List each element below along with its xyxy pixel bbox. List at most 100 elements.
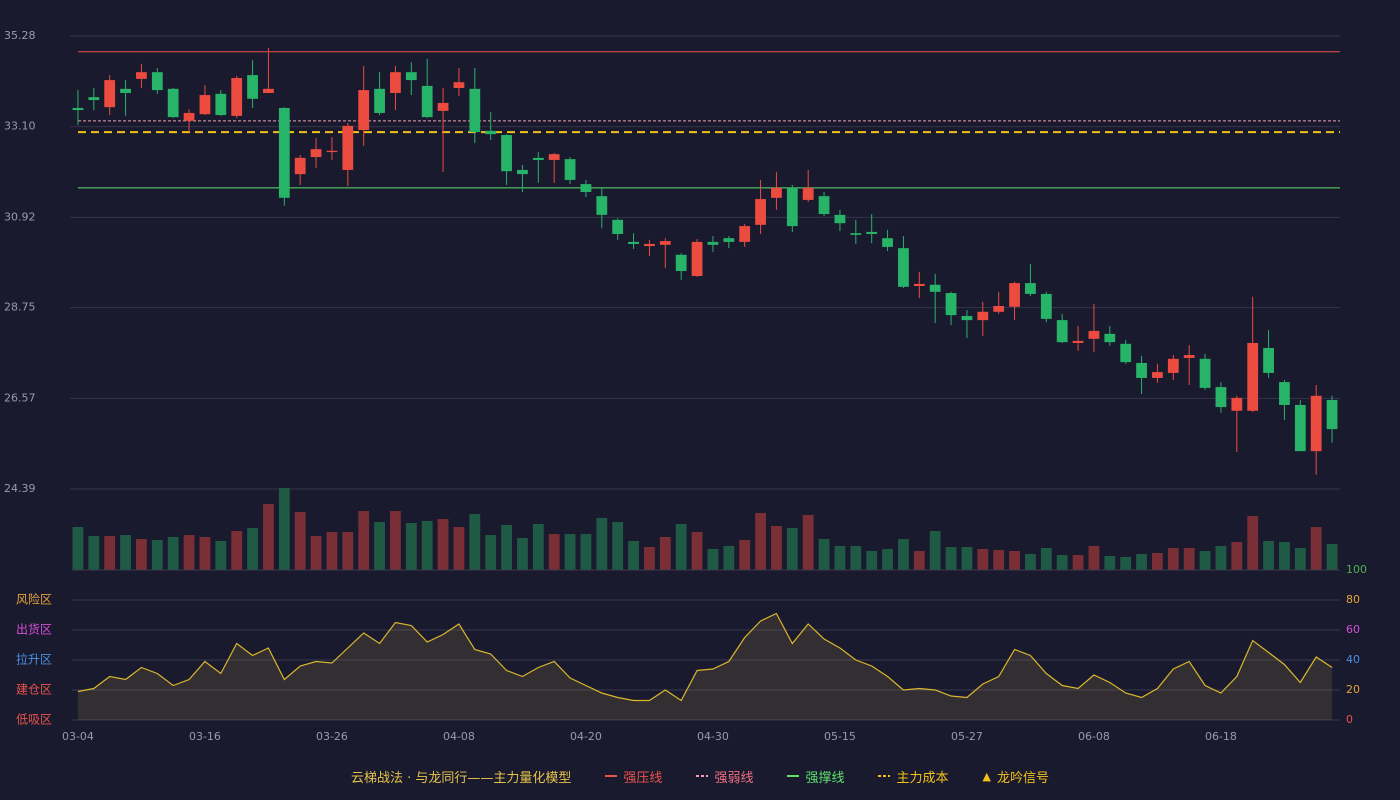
volume-bar <box>1183 548 1195 570</box>
candle-body <box>1152 372 1163 378</box>
volume-bar <box>771 526 782 570</box>
candle-body <box>231 78 243 116</box>
volume-bar <box>644 547 655 570</box>
candle-body <box>993 305 1005 312</box>
candle-body <box>151 72 163 91</box>
volume-bar <box>691 532 703 570</box>
legend-swatch <box>605 775 618 777</box>
candle-body <box>723 238 735 242</box>
y2-tick-label: 80 <box>1346 593 1360 606</box>
volume-bar <box>1009 551 1020 570</box>
candle-body <box>596 196 608 215</box>
candle-body <box>453 82 465 88</box>
candle-body <box>1072 340 1084 343</box>
legend-swatch <box>696 775 709 777</box>
candle-body <box>866 231 878 235</box>
candle-body <box>278 107 290 198</box>
x-tick-label: 03-16 <box>189 730 221 743</box>
candle-body <box>1231 397 1243 411</box>
volume-bar <box>850 546 862 570</box>
legend-item: 强压线 <box>605 767 662 786</box>
volume-bar <box>628 541 639 570</box>
volume-bar <box>596 518 608 570</box>
y2-tick-label: 100 <box>1346 563 1367 576</box>
volume-bar <box>739 540 751 570</box>
candle-body <box>342 125 354 170</box>
volume-bar <box>1025 554 1036 570</box>
x-tick-label: 05-15 <box>824 730 856 743</box>
legend-symbol: ▲ <box>982 769 991 783</box>
candle-body <box>882 238 893 247</box>
candle-body <box>421 85 433 118</box>
volume-bar <box>278 488 290 570</box>
candle-body <box>739 226 751 242</box>
volume-bar <box>580 534 592 570</box>
volume-bar <box>1199 551 1211 570</box>
candle-body <box>374 88 385 113</box>
volume-bar <box>1056 555 1068 570</box>
y2-tick-label: 40 <box>1346 653 1360 666</box>
candle-body <box>1294 404 1306 452</box>
candle-body <box>1183 355 1195 358</box>
y-tick-label: 33.10 <box>4 120 36 133</box>
volume-bar <box>1040 548 1052 570</box>
legend-title: 云梯战法 · 与龙同行——主力量化模型 <box>351 770 572 786</box>
volume-bar <box>898 539 909 570</box>
volume-bar <box>1120 557 1132 570</box>
volume-bar <box>707 549 719 570</box>
candle-body <box>310 149 322 158</box>
candle-body <box>215 93 227 116</box>
y-tick-label: 35.28 <box>4 29 36 42</box>
chart: 24.39 26.57 28.75 30.92 33.10 35.28 03-04 03-16… <box>4 29 1367 743</box>
volume-bar <box>136 539 147 570</box>
candle-body <box>850 233 862 235</box>
candle-body <box>247 75 258 99</box>
candle-body <box>1279 382 1290 405</box>
volume-bar <box>485 535 497 570</box>
volume-bar <box>612 522 624 570</box>
volume-bar <box>104 536 116 570</box>
candle-body <box>72 107 84 111</box>
zone-label: 建仓区 <box>16 683 52 697</box>
volume-bar <box>818 539 830 570</box>
candle-body <box>1215 387 1227 408</box>
volume-bar <box>421 521 433 570</box>
y-tick-label: 30.92 <box>4 210 36 223</box>
volume-bar <box>183 535 195 570</box>
volume-bar <box>913 551 925 570</box>
candle-body <box>564 159 576 180</box>
volume-bar <box>834 546 846 570</box>
volume-bar <box>517 538 528 570</box>
volume-bar <box>453 527 465 570</box>
candle-body <box>167 88 179 118</box>
candle-body <box>929 284 941 292</box>
candle-body <box>326 150 338 153</box>
y-tick-label: 26.57 <box>4 391 36 404</box>
x-tick-label: 04-30 <box>697 730 729 743</box>
volume-bar <box>501 525 512 570</box>
candle-body <box>532 157 544 160</box>
candle-body <box>1088 330 1100 339</box>
volume-bar <box>1215 546 1227 570</box>
candle-body <box>818 196 830 215</box>
volume-bar <box>802 515 814 570</box>
candle-body <box>1136 362 1147 378</box>
candle-body <box>469 88 481 133</box>
volume-bar <box>977 549 989 570</box>
legend-label: 强压线 <box>623 770 663 786</box>
legend-label: 龙吟信号 <box>996 770 1049 786</box>
candle-body <box>771 187 782 198</box>
legend-swatch <box>787 775 800 777</box>
volume-bar <box>263 504 274 570</box>
candle-body <box>691 241 703 277</box>
volume-bar <box>167 537 179 570</box>
volume-bar <box>866 551 878 570</box>
legend-label: 主力成本 <box>896 770 949 786</box>
volume-bar <box>247 528 258 570</box>
x-tick-label: 04-08 <box>443 730 475 743</box>
candle-body <box>1263 347 1274 373</box>
volume-bar <box>310 536 322 570</box>
candle-body <box>1326 399 1338 430</box>
volume-bar <box>405 523 417 570</box>
